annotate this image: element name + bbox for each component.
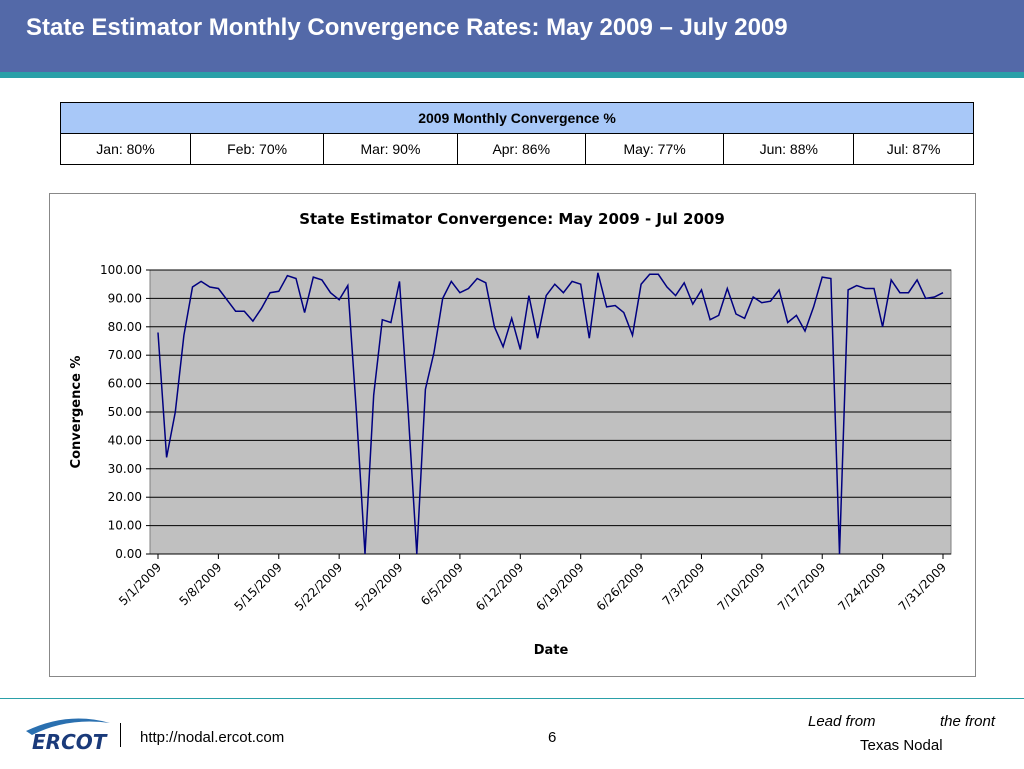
- y-tick-label: 0.00: [115, 547, 142, 561]
- table-row: Jan: 80% Feb: 70% Mar: 90% Apr: 86% May: 77%…: [60, 133, 974, 165]
- url: http://nodal.ercot.com: [140, 729, 285, 746]
- table-title: 2009 Monthly Convergence %: [60, 102, 974, 134]
- x-tick-label: 5/8/2009: [176, 560, 224, 608]
- x-tick-label: 6/26/2009: [594, 560, 647, 613]
- logo: ERCOT: [26, 718, 110, 754]
- y-tick-label: 90.00: [108, 291, 142, 305]
- chart-title: State Estimator Convergence: May 2009 - …: [299, 210, 725, 228]
- x-tick-label: 5/29/2009: [352, 560, 405, 613]
- summary-table: 2009 Monthly Convergence % Jan: 80% Feb: …: [60, 102, 974, 165]
- x-tick-label: 7/17/2009: [775, 560, 828, 613]
- y-tick-label: 50.00: [108, 405, 142, 419]
- table-cell: Apr: 86%: [456, 133, 586, 165]
- table-cell: Jul: 87%: [853, 133, 974, 165]
- y-tick-label: 20.00: [108, 490, 142, 504]
- y-tick-label: 60.00: [108, 377, 142, 391]
- separator: [120, 723, 121, 747]
- x-axis-label: Date: [534, 643, 569, 658]
- table-cell: Mar: 90%: [323, 133, 458, 165]
- y-tick-label: 70.00: [108, 348, 142, 362]
- footer: ERCOT http://nodal.ercot.com 6 Lead from…: [0, 698, 1024, 769]
- org: Texas Nodal: [860, 737, 943, 754]
- chart: State Estimator Convergence: May 2009 - …: [69, 210, 952, 658]
- tagline: the front: [940, 713, 996, 730]
- x-tick-label: 6/5/2009: [418, 560, 466, 608]
- y-tick-label: 100.00: [100, 263, 142, 277]
- y-axis-label: Convergence %: [69, 356, 84, 469]
- table-cell: Jan: 80%: [60, 133, 191, 165]
- page-number: 6: [548, 729, 557, 746]
- x-tick-label: 6/19/2009: [533, 560, 586, 613]
- table-cell: Feb: 70%: [189, 133, 325, 165]
- slide-title: State Estimator Monthly Convergence Rate…: [26, 14, 788, 41]
- x-tick-label: 7/3/2009: [660, 560, 708, 608]
- tagline: Lead from: [808, 713, 876, 730]
- table-cell: May: 77%: [584, 133, 725, 165]
- x-tick-label: 7/10/2009: [715, 560, 768, 613]
- x-tick-label: 7/24/2009: [835, 560, 888, 613]
- logo-text: ERCOT: [32, 730, 108, 754]
- series-line: [157, 272, 944, 555]
- y-tick-label: 10.00: [108, 519, 142, 533]
- table-cell: Jun: 88%: [723, 133, 855, 165]
- chart-frame: State Estimator Convergence: May 2009 - …: [49, 193, 976, 677]
- y-tick-label: 40.00: [108, 433, 142, 447]
- y-tick-label: 80.00: [108, 320, 142, 334]
- x-tick-label: 5/1/2009: [116, 560, 164, 608]
- x-tick-label: 5/15/2009: [231, 560, 284, 613]
- x-tick-label: 5/22/2009: [292, 560, 345, 613]
- y-tick-label: 30.00: [108, 462, 142, 476]
- x-tick-label: 6/12/2009: [473, 560, 526, 613]
- header: State Estimator Monthly Convergence Rate…: [0, 0, 1024, 78]
- x-tick-label: 7/31/2009: [896, 560, 949, 613]
